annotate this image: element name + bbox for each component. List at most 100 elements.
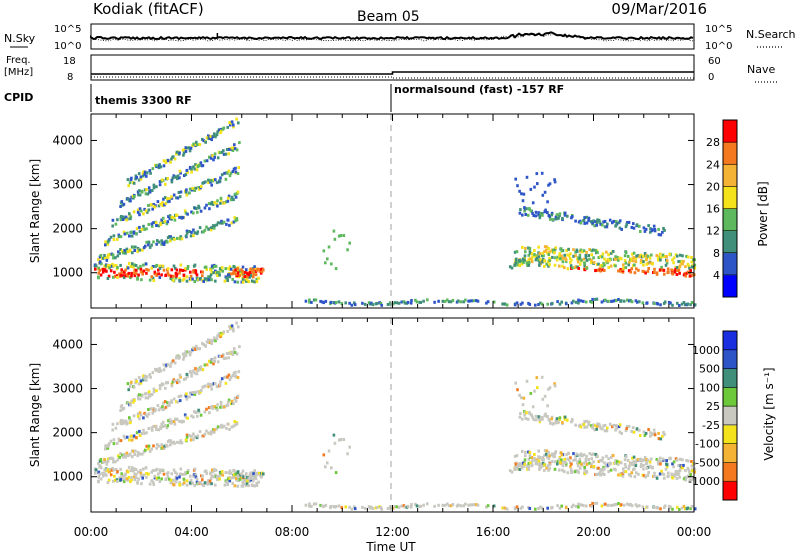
velocity-cell xyxy=(329,504,333,508)
velocity-cell xyxy=(682,463,685,467)
power-cell xyxy=(129,265,133,268)
power-cell xyxy=(214,178,217,182)
power-cell xyxy=(192,234,195,238)
velocity-cell xyxy=(518,393,521,397)
power-cell xyxy=(583,221,586,225)
velocity-cell xyxy=(122,478,125,482)
power-cell xyxy=(610,299,613,303)
power-cell xyxy=(234,219,237,223)
velocity-cell xyxy=(201,341,204,345)
velocity-cell xyxy=(617,473,620,477)
velocity-cell xyxy=(687,468,691,472)
power-cell xyxy=(581,250,584,254)
velocity-cell xyxy=(605,429,609,433)
power-cell xyxy=(632,222,635,226)
power-cell xyxy=(172,264,176,268)
power-cell xyxy=(224,267,227,271)
power-cell xyxy=(250,279,254,283)
power-cell xyxy=(563,253,566,257)
power-cell xyxy=(103,268,107,272)
velocity-cell xyxy=(129,469,133,472)
velocity-cell xyxy=(126,470,130,474)
power-cell xyxy=(202,230,205,234)
velocity-cell xyxy=(693,507,697,511)
power-cell xyxy=(661,230,664,234)
power-cell xyxy=(141,272,144,276)
velocity-cell xyxy=(541,397,545,401)
power-cell xyxy=(599,222,602,226)
power-cell xyxy=(177,191,181,194)
velocity-cell xyxy=(163,400,167,404)
nsky-tick-top: 10^5 xyxy=(54,24,81,35)
power-cell xyxy=(140,190,144,194)
velocity-cell xyxy=(135,380,138,383)
velocity-cell xyxy=(97,475,100,479)
power-cell xyxy=(518,264,522,267)
velocity-cell xyxy=(631,456,634,460)
velocity-cell xyxy=(131,455,134,459)
power-cell xyxy=(221,269,224,273)
power-cell xyxy=(537,303,540,306)
power-cell xyxy=(579,248,583,252)
velocity-cell xyxy=(594,424,597,428)
power-cell xyxy=(126,250,130,254)
power-scatter-cells xyxy=(93,117,697,307)
velocity-cell xyxy=(102,460,105,464)
velocity-cell xyxy=(207,482,211,486)
velocity-cell xyxy=(106,459,110,463)
power-cell xyxy=(213,224,216,228)
power-panel-bg xyxy=(91,114,694,308)
power-cell xyxy=(201,137,204,141)
power-cell xyxy=(196,143,199,147)
velocity-cell xyxy=(129,480,132,484)
velocity-cell xyxy=(508,469,512,473)
power-cell xyxy=(143,207,146,211)
power-cell xyxy=(128,181,132,185)
power-cell xyxy=(607,253,610,257)
velocity-cell xyxy=(237,325,240,329)
velocity-cell xyxy=(155,389,158,393)
velocity-cell xyxy=(143,392,147,396)
velocity-cell xyxy=(185,392,188,396)
velocity-cell xyxy=(252,476,255,480)
power-cell xyxy=(567,247,570,251)
velocity-cell xyxy=(248,475,252,478)
velocity-cell xyxy=(145,472,148,475)
power-cell xyxy=(213,201,216,205)
velocity-cell xyxy=(645,505,649,509)
power-cell xyxy=(622,263,625,267)
power-cell xyxy=(233,143,236,147)
velocity-cell xyxy=(225,352,229,355)
power-cell xyxy=(216,156,220,160)
y-tick-label: 3000 xyxy=(52,178,83,192)
power-cell xyxy=(139,209,143,213)
velocity-cell xyxy=(229,375,233,379)
velocity-cell xyxy=(130,475,133,479)
power-cell xyxy=(233,147,237,151)
colorbar-tick-label: 20 xyxy=(706,180,720,193)
power-cell xyxy=(210,183,213,187)
velocity-cell xyxy=(186,374,189,378)
velocity-cell xyxy=(189,438,193,442)
velocity-cell xyxy=(521,449,524,453)
velocity-cell xyxy=(191,391,194,394)
power-cell xyxy=(127,261,131,265)
velocity-cell xyxy=(179,441,182,445)
power-cell xyxy=(628,260,631,264)
power-cell xyxy=(653,267,656,271)
power-cell xyxy=(128,249,131,253)
power-cell xyxy=(534,258,538,262)
velocity-cell xyxy=(188,391,192,395)
power-cell xyxy=(158,180,162,184)
velocity-cell xyxy=(152,425,155,429)
power-cell xyxy=(545,211,549,214)
power-cell xyxy=(582,299,585,303)
power-cell xyxy=(561,264,564,268)
velocity-cell xyxy=(218,477,221,481)
power-cell xyxy=(414,298,417,302)
velocity-cell xyxy=(340,506,344,510)
velocity-cell xyxy=(523,413,526,417)
power-cell xyxy=(584,256,588,260)
velocity-cell xyxy=(210,404,214,408)
velocity-cell xyxy=(123,436,127,440)
